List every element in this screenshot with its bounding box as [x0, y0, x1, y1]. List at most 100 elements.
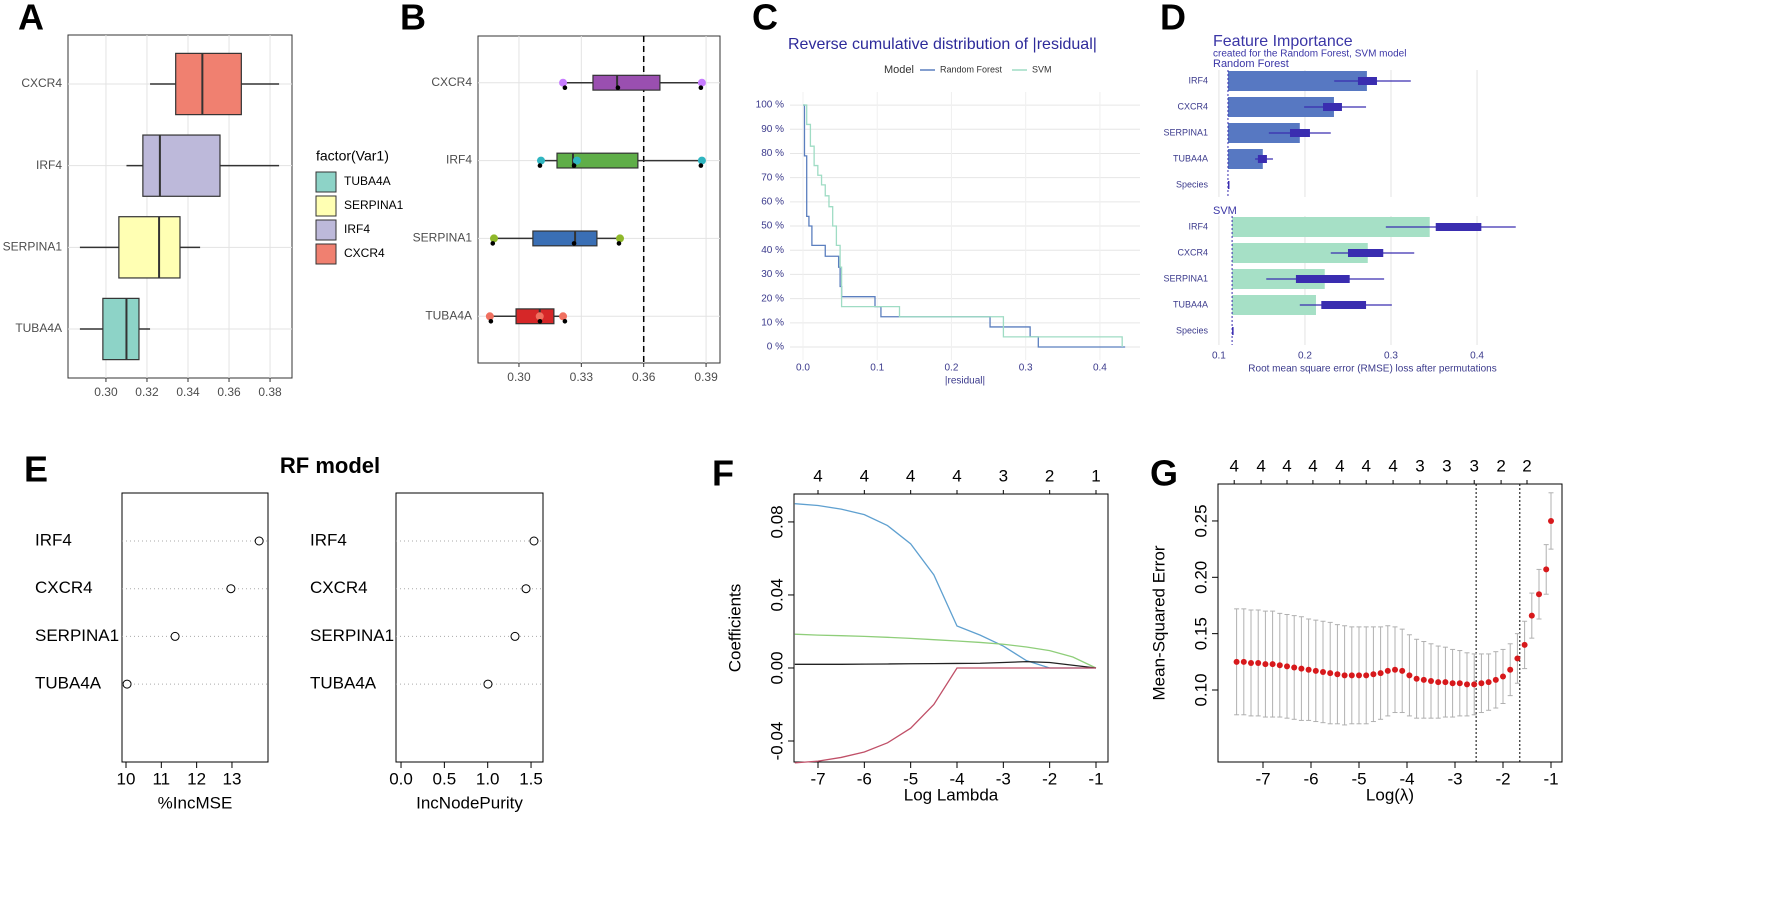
- bar: [1227, 71, 1367, 91]
- y-tick-label: -0.04: [767, 722, 786, 761]
- x-tick-label: -3: [1447, 769, 1462, 788]
- chart-title: Feature Importance: [1213, 33, 1353, 50]
- x-tick-label: -5: [903, 769, 918, 788]
- point: [1320, 668, 1327, 675]
- plot-frame: [121, 492, 269, 763]
- x-tick-label: 0.0: [796, 363, 810, 374]
- point: [1492, 676, 1499, 683]
- point: [1269, 661, 1276, 668]
- top-tick-label: 1: [1091, 466, 1100, 485]
- y-tick-label: 0.25: [1191, 504, 1210, 537]
- point: [1471, 681, 1478, 688]
- top-tick-label: 4: [1308, 456, 1317, 475]
- point: [122, 679, 132, 689]
- y-axis-label: Mean-Squared Error: [1149, 545, 1168, 700]
- point: [571, 163, 577, 168]
- top-tick-label: 2: [1045, 466, 1054, 485]
- x-tick-label: 1.0: [476, 769, 500, 788]
- y-tick-label: IRF4: [1188, 75, 1208, 85]
- point: [697, 156, 706, 165]
- panel-label: B: [400, 0, 426, 38]
- point: [1514, 655, 1521, 662]
- point: [535, 312, 544, 321]
- x-tick-label: 0.2: [944, 363, 958, 374]
- x-tick-label: 0.36: [632, 370, 656, 384]
- point: [1413, 675, 1420, 682]
- x-tick-label: 0.39: [694, 370, 718, 384]
- point: [226, 584, 236, 594]
- legend-label: IRF4: [344, 222, 370, 236]
- panel-label: A: [18, 0, 44, 38]
- point: [1507, 666, 1514, 673]
- y-tick-label: SERPINA1: [310, 626, 394, 645]
- y-tick-label: TUBA4A: [310, 674, 377, 693]
- x-tick-label: 0.33: [570, 370, 594, 384]
- x-tick-label: 0.30: [94, 385, 118, 399]
- x-tick-label: 0.4: [1093, 363, 1107, 374]
- point: [1255, 659, 1262, 666]
- point: [1406, 672, 1413, 679]
- top-tick-label: 4: [1361, 456, 1370, 475]
- y-tick-label: 0.15: [1191, 617, 1210, 650]
- y-tick-label: CXCR4: [35, 578, 93, 597]
- point: [537, 318, 543, 324]
- top-tick-label: 3: [1415, 456, 1424, 475]
- x-tick-label: 0.0: [389, 769, 413, 788]
- box: [142, 134, 221, 197]
- point: [1536, 591, 1543, 598]
- box: [1435, 223, 1482, 231]
- y-tick-label: SERPINA1: [3, 240, 63, 254]
- x-tick-label: 0.2: [1298, 351, 1312, 362]
- x-tick-label: -4: [1399, 769, 1414, 788]
- legend-label: CXCR4: [344, 246, 385, 260]
- x-tick-label: -1: [1088, 769, 1103, 788]
- box: [1295, 275, 1350, 283]
- panel-label: F: [712, 453, 734, 494]
- legend-title: Model: [884, 64, 914, 76]
- panel-label: C: [752, 0, 778, 38]
- bar: [1227, 97, 1334, 117]
- box: [556, 152, 639, 169]
- point: [616, 241, 622, 246]
- y-tick-label: Species: [1176, 179, 1209, 189]
- x-tick-label: -7: [810, 769, 825, 788]
- x-tick-label: 0.3: [1019, 363, 1033, 374]
- point: [1284, 663, 1291, 670]
- y-tick-label: 100 %: [756, 100, 784, 111]
- point: [1528, 612, 1535, 619]
- box: [1323, 103, 1342, 111]
- coef-path: [794, 503, 1096, 669]
- y-axis-label: Coefficients: [725, 584, 744, 673]
- x-tick-label: 0.38: [258, 385, 282, 399]
- x-tick-label: 1.5: [519, 769, 543, 788]
- y-tick-label: 0.04: [767, 578, 786, 611]
- point: [559, 312, 568, 321]
- top-tick-label: 2: [1496, 456, 1505, 475]
- box: [102, 297, 140, 361]
- y-tick-label: 50 %: [761, 221, 784, 232]
- point: [1341, 672, 1348, 679]
- bar: [1232, 295, 1316, 315]
- x-tick-label: 12: [187, 769, 206, 788]
- x-tick-label: -3: [996, 769, 1011, 788]
- x-tick-label: 0.36: [217, 385, 241, 399]
- point: [1456, 680, 1463, 687]
- x-tick-label: -6: [857, 769, 872, 788]
- point: [1478, 680, 1485, 687]
- y-tick-label: 0.10: [1191, 673, 1210, 706]
- point: [1377, 670, 1384, 677]
- panel-label: G: [1150, 453, 1178, 494]
- top-tick-label: 4: [906, 466, 915, 485]
- y-tick-label: TUBA4A: [1173, 299, 1208, 309]
- point: [1298, 665, 1305, 672]
- x-axis-label: Root mean square error (RMSE) loss after…: [1248, 364, 1496, 375]
- legend-label: Random Forest: [940, 64, 1003, 74]
- legend-title: factor(Var1): [316, 148, 389, 164]
- point: [1348, 672, 1355, 679]
- legend-label: TUBA4A: [344, 174, 391, 188]
- point: [1305, 666, 1312, 673]
- x-tick-label: -2: [1042, 769, 1057, 788]
- x-tick-label: 10: [117, 769, 136, 788]
- y-tick-label: 40 %: [761, 245, 784, 256]
